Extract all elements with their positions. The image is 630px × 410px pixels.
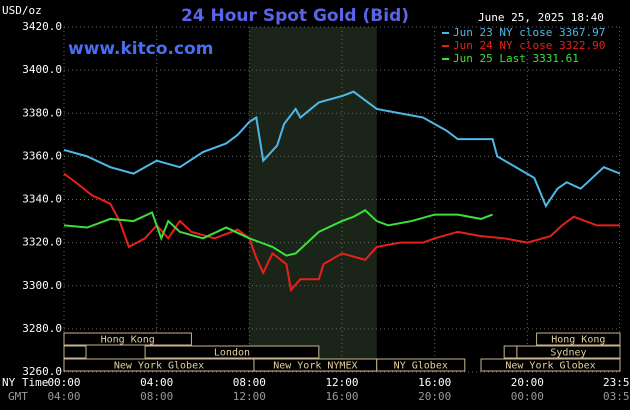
y-tick-label: 3420.0	[22, 20, 62, 33]
watermark: www.kitco.com	[68, 39, 213, 59]
chart-title: 24 Hour Spot Gold (Bid)	[181, 6, 409, 26]
unit-label: USD/oz	[2, 4, 42, 17]
session-label: Sydney	[550, 348, 586, 359]
y-tick-label: 3400.0	[22, 63, 62, 76]
y-tick-label: 3360.0	[22, 149, 62, 162]
session-box	[63, 332, 192, 346]
x-tick-label: 00:00	[47, 376, 80, 389]
x-tick-label: 04:00	[140, 376, 173, 389]
gmt-tick-label: 03:59	[603, 390, 630, 403]
legend-label: Jun 24 NY close 3322.90	[453, 39, 605, 52]
session-label: Hong Kong	[551, 335, 605, 346]
gmt-tick-label: 08:00	[140, 390, 173, 403]
session-label: New York Globex	[114, 361, 204, 372]
x-tick-label: 16:00	[418, 376, 451, 389]
x-row-label: NY Time	[2, 376, 48, 389]
x-row-label: GMT	[8, 390, 28, 403]
y-tick-label: 3320.0	[22, 236, 62, 249]
x-tick-label: 23:59	[603, 376, 630, 389]
timestamp: June 25, 2025 18:40	[478, 11, 604, 24]
series-line	[63, 209, 493, 257]
x-tick-label: 12:00	[325, 376, 358, 389]
legend-label: Jun 23 NY close 3367.97	[453, 26, 605, 39]
session-box	[480, 358, 621, 372]
y-tick-label: 3380.0	[22, 106, 62, 119]
series-line	[63, 172, 620, 293]
highlight-band	[249, 27, 377, 372]
session-box	[503, 345, 518, 359]
session-label: NY Globex	[394, 361, 448, 372]
legend-label: Jun 25 Last 3331.61	[453, 52, 579, 65]
session-label: Hong Kong	[101, 335, 155, 346]
session-box	[516, 345, 621, 359]
x-tick-label: 20:00	[511, 376, 544, 389]
y-tick-label: 3260.0	[22, 365, 62, 378]
session-label: New York NYMEX	[273, 361, 357, 372]
y-tick-label: 3300.0	[22, 279, 62, 292]
session-label: New York Globex	[505, 361, 595, 372]
session-box	[63, 345, 87, 359]
gmt-tick-label: 04:00	[47, 390, 80, 403]
gmt-tick-label: 12:00	[233, 390, 266, 403]
y-tick-label: 3280.0	[22, 322, 62, 335]
session-label: London	[214, 348, 250, 359]
gmt-tick-label: 00:00	[511, 390, 544, 403]
session-box	[536, 332, 621, 346]
gmt-tick-label: 16:00	[325, 390, 358, 403]
session-box	[376, 358, 466, 372]
x-tick-label: 08:00	[233, 376, 266, 389]
series-line	[63, 90, 621, 209]
y-tick-label: 3340.0	[22, 193, 62, 206]
gmt-tick-label: 20:00	[418, 390, 451, 403]
session-box	[144, 345, 320, 359]
